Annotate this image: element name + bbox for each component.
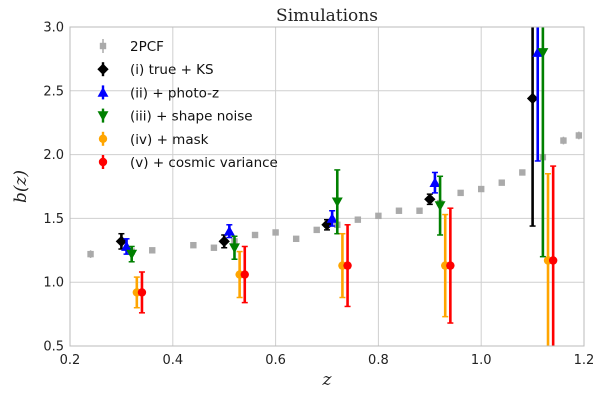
data-point bbox=[395, 207, 403, 214]
legend-marker bbox=[99, 42, 107, 50]
chart-title: Simulations bbox=[276, 6, 378, 26]
data-point bbox=[251, 231, 259, 239]
y-tick-label: 1.5 bbox=[43, 212, 64, 227]
legend-label: 2PCF bbox=[130, 39, 164, 55]
x-axis-label: z bbox=[322, 370, 333, 390]
data-point bbox=[548, 256, 558, 265]
data-point bbox=[434, 201, 446, 212]
legend-label: (ii) + photo-z bbox=[130, 85, 219, 101]
data-point bbox=[137, 288, 147, 297]
plot-frame bbox=[69, 26, 585, 347]
y-tick-label: 1.0 bbox=[43, 276, 64, 291]
y-tick-label: 3.0 bbox=[43, 21, 64, 36]
data-point bbox=[126, 249, 138, 260]
tick-labels: 0.2 0.4 0.6 0.8 1.0 1.2 0.5 1.0 1.5 2.0 2.5 3.0 bbox=[43, 21, 594, 369]
data-point bbox=[292, 235, 300, 243]
data-point bbox=[457, 189, 464, 197]
data-point bbox=[149, 247, 156, 254]
y-tick-label: 2.0 bbox=[43, 148, 64, 163]
data-point bbox=[343, 261, 352, 270]
data-point bbox=[375, 212, 382, 220]
data-point bbox=[272, 229, 279, 236]
data-point bbox=[115, 235, 128, 248]
data-point bbox=[354, 216, 362, 223]
data-point bbox=[532, 47, 544, 57]
series-0 bbox=[87, 131, 583, 258]
x-tick-label: 0.2 bbox=[60, 353, 81, 368]
data-point bbox=[478, 185, 485, 193]
y-axis-label: b(z) bbox=[11, 170, 31, 203]
legend-label: (iv) + mask bbox=[130, 132, 209, 148]
series-1 bbox=[115, 27, 539, 250]
legend-label: (iii) + shape noise bbox=[130, 109, 253, 125]
data-point bbox=[424, 193, 436, 205]
data-point bbox=[446, 261, 455, 270]
data-point bbox=[498, 179, 505, 186]
data-layer bbox=[87, 27, 583, 346]
legend-marker bbox=[97, 86, 109, 97]
data-point bbox=[190, 241, 197, 249]
legend-marker bbox=[97, 111, 109, 122]
series-2 bbox=[121, 27, 544, 255]
data-point bbox=[416, 207, 423, 214]
data-point bbox=[326, 212, 338, 223]
data-point bbox=[87, 250, 94, 258]
data-point bbox=[575, 132, 583, 139]
legend-marker bbox=[98, 134, 108, 143]
data-point bbox=[331, 197, 343, 208]
data-point bbox=[210, 244, 218, 251]
data-point bbox=[313, 226, 320, 234]
data-point bbox=[526, 92, 539, 105]
series-5 bbox=[137, 165, 558, 346]
data-point bbox=[321, 219, 333, 231]
legend: 2PCF (i) true + KS (ii) + photo-z (iii) + s… bbox=[97, 39, 278, 171]
legend-marker bbox=[98, 157, 108, 167]
x-tick-label: 0.8 bbox=[368, 353, 389, 368]
data-point bbox=[560, 137, 567, 144]
x-tick-label: 0.6 bbox=[265, 353, 286, 368]
plot-background bbox=[69, 26, 585, 347]
data-point bbox=[429, 177, 441, 188]
series-3 bbox=[126, 27, 549, 263]
legend-marker bbox=[97, 63, 109, 75]
y-tick-label: 0.5 bbox=[43, 340, 64, 355]
data-point bbox=[537, 48, 549, 58]
data-point bbox=[223, 225, 235, 236]
data-point bbox=[519, 169, 526, 176]
x-tick-label: 1.0 bbox=[471, 353, 492, 368]
data-point bbox=[240, 270, 249, 279]
data-point bbox=[218, 235, 230, 248]
y-tick-label: 2.5 bbox=[43, 84, 64, 99]
data-point bbox=[121, 241, 132, 251]
legend-label: (v) + cosmic variance bbox=[130, 155, 278, 171]
data-point bbox=[229, 243, 240, 254]
x-tick-label: 0.4 bbox=[162, 353, 183, 368]
legend-label: (i) true + KS bbox=[130, 62, 214, 78]
x-tick-label: 1.2 bbox=[574, 353, 595, 368]
